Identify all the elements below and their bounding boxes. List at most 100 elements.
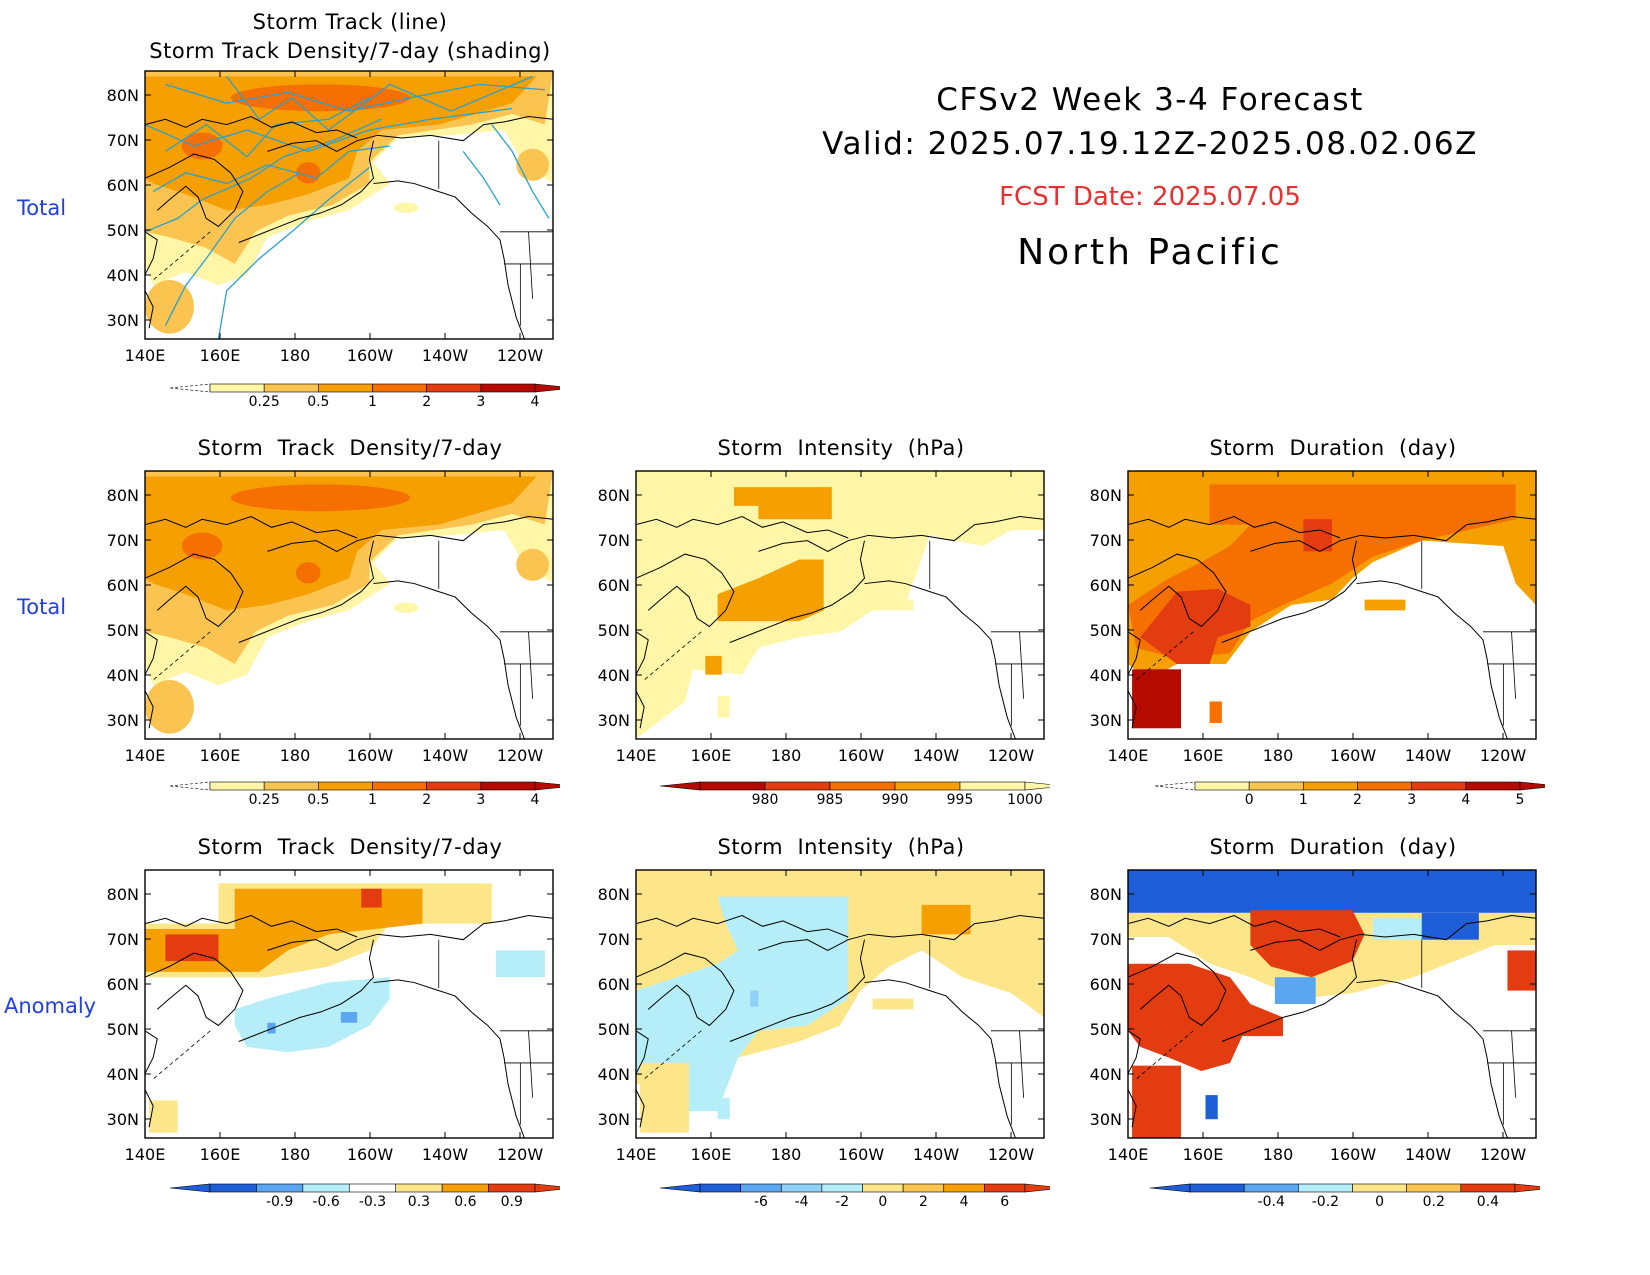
coastline	[635, 952, 735, 1027]
density-area-2	[295, 562, 321, 584]
coastline	[373, 580, 525, 740]
lat-tick-label: 40N	[598, 1065, 630, 1084]
lon-tick-label: 140E	[1108, 746, 1149, 765]
colorbar-left-arrow	[169, 781, 211, 791]
colorbar-label: 0	[1245, 792, 1254, 808]
panel-title-duration-anom: Storm Duration (day)	[1209, 835, 1457, 859]
plot-frame	[1127, 470, 1537, 740]
density-area-1	[145, 76, 537, 211]
colorbar-right-arrow	[534, 1183, 560, 1193]
lon-tick-label: 120W	[497, 1145, 544, 1164]
colorbar-segment	[441, 1183, 489, 1193]
coastline	[635, 516, 849, 539]
coastline	[238, 540, 375, 643]
colorbar-label: -0.6	[312, 1194, 339, 1210]
panel-title-density-anom: Storm Track Density/7-day	[197, 835, 503, 859]
border-line	[528, 231, 533, 299]
lon-tick-label: 160W	[1330, 1145, 1377, 1164]
colorbar-segment	[829, 781, 896, 791]
lat-tick-label: 60N	[598, 975, 630, 994]
panel-title-intensity-total: Storm Intensity (hPa)	[717, 436, 965, 460]
colorbar-label: 0.5	[307, 394, 329, 410]
colorbar-label: 4	[531, 792, 540, 808]
coastline	[238, 140, 375, 243]
colorbar-label: -0.4	[1258, 1194, 1285, 1210]
colorbar-segment	[1243, 1183, 1299, 1193]
duration-area-3	[1209, 701, 1222, 723]
colorbar-label: -0.3	[359, 1194, 386, 1210]
coastline	[1127, 516, 1341, 539]
lat-tick-label: 60N	[1090, 576, 1122, 595]
coastline	[729, 540, 866, 643]
lon-tick-label: 140E	[616, 746, 657, 765]
colorbar-left-arrow	[169, 383, 211, 393]
plot-frame	[1127, 869, 1537, 1139]
colorbar-segment	[1357, 781, 1412, 791]
anomaly-area-pos-0.4	[1132, 1065, 1182, 1138]
colorbar-segment	[318, 781, 373, 791]
lon-tick-label: 120W	[1480, 746, 1527, 765]
lon-tick-label: 120W	[497, 346, 544, 365]
colorbar-segment	[1298, 1183, 1353, 1193]
colorbar-label: 2	[422, 394, 431, 410]
colorbar-segment	[1465, 781, 1521, 791]
colorbar-right-arrow	[1514, 1183, 1540, 1193]
panel-title-track: Storm Track (line) Storm Track Density/7…	[149, 10, 551, 63]
coastline	[144, 553, 244, 628]
lon-tick-label: 180	[280, 1145, 311, 1164]
duration-area-2	[1364, 599, 1406, 611]
duration-area-4	[1140, 588, 1251, 664]
border-line	[528, 631, 533, 699]
colorbar-label: 3	[476, 792, 485, 808]
lat-tick-label: 80N	[107, 885, 139, 904]
lon-tick-label: 120W	[497, 746, 544, 765]
colorbar-segment	[780, 1183, 823, 1193]
lat-tick-label: 50N	[107, 1020, 139, 1039]
colorbar-segment	[480, 781, 536, 791]
colorbar-label: 990	[882, 792, 909, 808]
lat-tick-label: 60N	[107, 975, 139, 994]
colorbar-left-arrow	[169, 1183, 211, 1193]
lon-tick-label: 160E	[1183, 746, 1224, 765]
colorbar-label: 4	[1461, 792, 1470, 808]
coastline	[1127, 690, 1137, 729]
lat-tick-label: 80N	[1090, 885, 1122, 904]
lon-tick-label: 140W	[422, 346, 469, 365]
colorbar-label: 4	[531, 394, 540, 410]
intensity-area-995	[733, 487, 832, 520]
lat-tick-label: 70N	[1090, 930, 1122, 949]
colorbar-segment	[894, 781, 961, 791]
coastline	[144, 915, 358, 938]
density-area-0.5	[516, 148, 549, 181]
colorbar-right-arrow	[1519, 781, 1545, 791]
density-area-0.5	[145, 680, 194, 734]
colorbar-label: 1	[1299, 792, 1308, 808]
lat-tick-label: 40N	[1090, 1065, 1122, 1084]
coastline	[267, 516, 554, 552]
lon-tick-label: 160E	[691, 1145, 732, 1164]
lon-tick-label: 120W	[1480, 1145, 1527, 1164]
colorbar-intensity-total: 980 985 990 995 1000	[659, 781, 1050, 808]
anomaly-area-pos-0.4	[1507, 950, 1536, 991]
coastline	[635, 1089, 645, 1128]
colorbar-label: 980	[752, 792, 779, 808]
anomaly-area-pos-0.3	[149, 1100, 178, 1133]
coastline	[267, 116, 554, 152]
coastline	[144, 116, 358, 139]
colorbar-label: 2	[422, 792, 431, 808]
lon-tick-label: 180	[280, 346, 311, 365]
lat-tick-label: 30N	[598, 711, 630, 730]
colorbar-right-arrow	[534, 383, 560, 393]
colorbar-segment	[263, 781, 319, 791]
coastline	[1221, 540, 1358, 643]
plot-frame	[635, 869, 1045, 1139]
coastline	[635, 690, 645, 729]
lat-tick-label: 80N	[107, 86, 139, 105]
intensity-area-995	[705, 655, 722, 675]
map-duration-total: 80N 70N 60N 50N 40N 30N 140E 160E 180 160W 140W 120…	[1090, 470, 1537, 765]
coastline	[635, 553, 735, 628]
coastline	[1127, 631, 1141, 675]
lat-tick-label: 70N	[107, 531, 139, 550]
row-label-total-2: Total	[17, 595, 67, 619]
plot-frame	[144, 70, 554, 340]
